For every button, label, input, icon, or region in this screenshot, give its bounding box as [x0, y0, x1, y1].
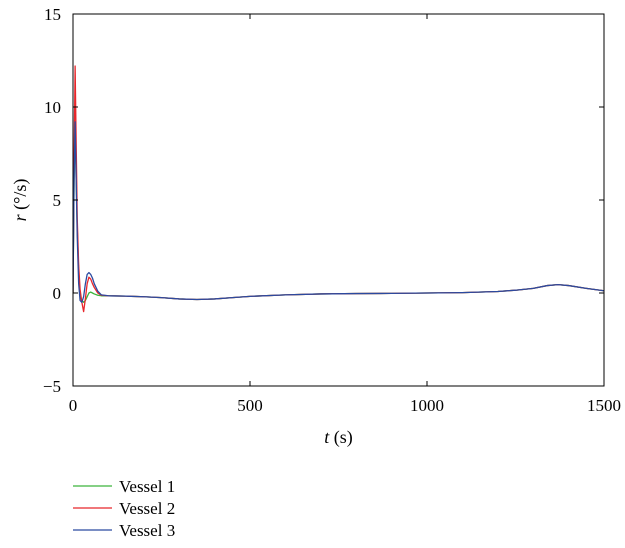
x-axis-label: t (s)	[324, 427, 353, 448]
legend: Vessel 1 Vessel 2 Vessel 3	[73, 477, 175, 540]
y-axis-unit: (°/s)	[10, 179, 31, 215]
y-tick-label: 5	[53, 191, 62, 210]
series-line-vessel-1	[73, 124, 604, 303]
x-tick-label: 0	[69, 396, 78, 415]
series-line-vessel-3	[73, 121, 604, 303]
x-tick-label: 1000	[410, 396, 444, 415]
x-axis-variable: t	[324, 427, 330, 447]
y-tick-label: 15	[44, 5, 61, 24]
y-axis-label: r (°/s)	[10, 179, 31, 222]
series-line-vessel-2	[73, 65, 604, 313]
y-axis-ticks: −5 0 5 10 15	[43, 5, 604, 396]
series-layer	[73, 65, 604, 313]
x-tick-label: 500	[237, 396, 263, 415]
y-tick-label: 10	[44, 98, 61, 117]
y-axis-variable: r	[10, 213, 30, 221]
plot-frame	[72, 13, 605, 387]
y-tick-label: 0	[53, 284, 62, 303]
x-axis-ticks: 0 500 1000 1500	[69, 14, 621, 415]
x-tick-label: 1500	[587, 396, 621, 415]
legend-label-vessel-1: Vessel 1	[119, 477, 175, 496]
legend-label-vessel-3: Vessel 3	[119, 521, 175, 540]
x-axis-unit: (s)	[329, 427, 353, 448]
legend-label-vessel-2: Vessel 2	[119, 499, 175, 518]
y-tick-label: −5	[43, 377, 61, 396]
